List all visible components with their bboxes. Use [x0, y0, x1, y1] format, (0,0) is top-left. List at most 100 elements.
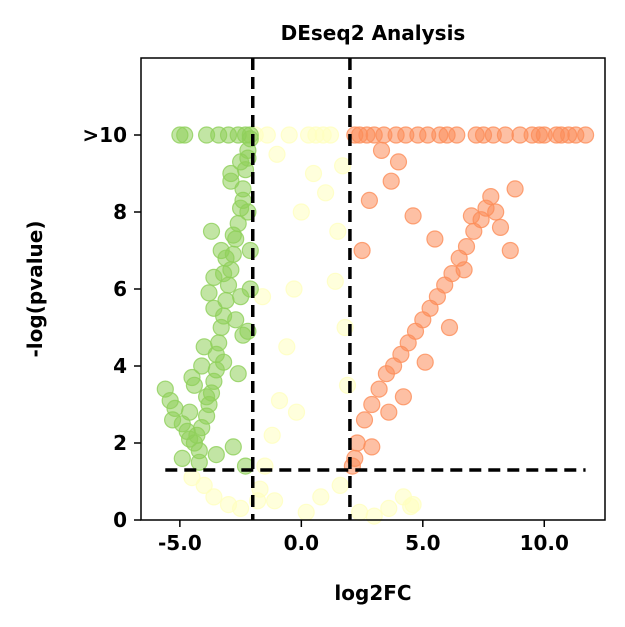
point-not_significant [351, 503, 369, 521]
point-down [207, 446, 225, 464]
point-up [506, 180, 524, 198]
point-up [372, 141, 391, 159]
y-tick-label: 2 [113, 431, 127, 455]
point-down [164, 411, 182, 429]
point-up [363, 395, 381, 414]
chart-title: DEseq2 Analysis [281, 21, 466, 45]
point-up [394, 388, 412, 406]
point-up [552, 126, 570, 144]
y-tick-label: 6 [113, 277, 127, 301]
point-down [227, 311, 245, 329]
point-up [382, 172, 400, 190]
point-not_significant [253, 288, 272, 306]
point-up [496, 126, 514, 144]
point-not_significant [195, 476, 213, 494]
points-layer [156, 126, 595, 525]
point-not_significant [365, 507, 383, 525]
y-tick-label: >10 [82, 123, 127, 147]
point-down [222, 164, 240, 183]
point-up [487, 203, 505, 221]
point-up [370, 380, 388, 398]
point-not_significant [338, 376, 357, 394]
point-up [360, 191, 378, 209]
point-not_significant [380, 499, 398, 517]
point-not_significant [287, 403, 306, 421]
point-up [355, 411, 374, 429]
point-not_significant [321, 126, 340, 144]
point-up [501, 241, 519, 260]
point-up [389, 153, 408, 171]
point-up [426, 230, 444, 248]
point-down [178, 422, 196, 440]
point-up [482, 188, 500, 206]
point-not_significant [297, 503, 315, 521]
point-not_significant [258, 126, 276, 144]
y-tick-label: 4 [113, 354, 127, 378]
point-not_significant [304, 164, 323, 183]
point-down [232, 153, 250, 171]
point-not_significant [312, 488, 330, 506]
x-tick-label: -5.0 [158, 531, 202, 555]
point-not_significant [263, 426, 281, 444]
x-tick-label: 10.0 [520, 531, 569, 555]
point-not_significant [326, 272, 344, 290]
point-down [205, 268, 223, 286]
x-axis-label: log2FC [334, 581, 411, 605]
point-not_significant [266, 492, 284, 510]
x-axis: -5.0 0.0 5.0 10.0 [158, 520, 569, 555]
point-down [241, 241, 259, 260]
point-up [455, 261, 473, 279]
point-not_significant [205, 488, 223, 506]
point-up [457, 238, 476, 256]
point-not_significant [232, 499, 250, 517]
point-not_significant [331, 476, 349, 494]
point-up [416, 353, 434, 371]
point-down [224, 226, 242, 244]
point-not_significant [402, 497, 420, 516]
point-not_significant [334, 157, 352, 175]
point-not_significant [268, 145, 286, 163]
point-not_significant [270, 392, 289, 410]
point-not_significant [251, 480, 269, 498]
point-down [193, 357, 211, 375]
point-down [205, 299, 223, 317]
y-tick-label: 8 [113, 200, 127, 224]
point-up [567, 126, 585, 144]
y-tick-label: 0 [113, 508, 127, 532]
point-down [229, 365, 247, 383]
point-not_significant [278, 338, 296, 356]
point-not_significant [292, 203, 310, 221]
point-down [224, 438, 242, 456]
point-up [462, 207, 480, 225]
point-down [171, 126, 189, 144]
point-down [210, 334, 228, 352]
point-down [215, 353, 233, 371]
point-not_significant [329, 222, 347, 240]
point-up [440, 318, 459, 337]
point-not_significant [285, 280, 303, 298]
point-up [404, 207, 422, 225]
point-down [195, 338, 213, 356]
point-up [448, 126, 466, 144]
point-down [232, 288, 250, 306]
point-down [200, 284, 218, 302]
threshold-lines [165, 58, 586, 520]
x-tick-label: 5.0 [405, 531, 440, 555]
y-axis-label: -log(pvalue) [23, 220, 47, 357]
x-tick-label: 0.0 [284, 531, 319, 555]
point-up [353, 241, 371, 260]
point-down [217, 249, 235, 267]
point-up [530, 126, 549, 144]
point-down [185, 376, 203, 394]
point-down [181, 403, 199, 421]
point-down [173, 449, 191, 467]
point-down [202, 222, 221, 240]
point-up [363, 438, 381, 456]
point-up [380, 403, 398, 421]
point-down [198, 388, 216, 406]
point-not_significant [280, 126, 298, 144]
y-axis: 0 2 4 6 8 >10 [82, 123, 141, 532]
point-down [190, 453, 208, 471]
point-not_significant [317, 184, 335, 202]
point-down [241, 126, 259, 144]
